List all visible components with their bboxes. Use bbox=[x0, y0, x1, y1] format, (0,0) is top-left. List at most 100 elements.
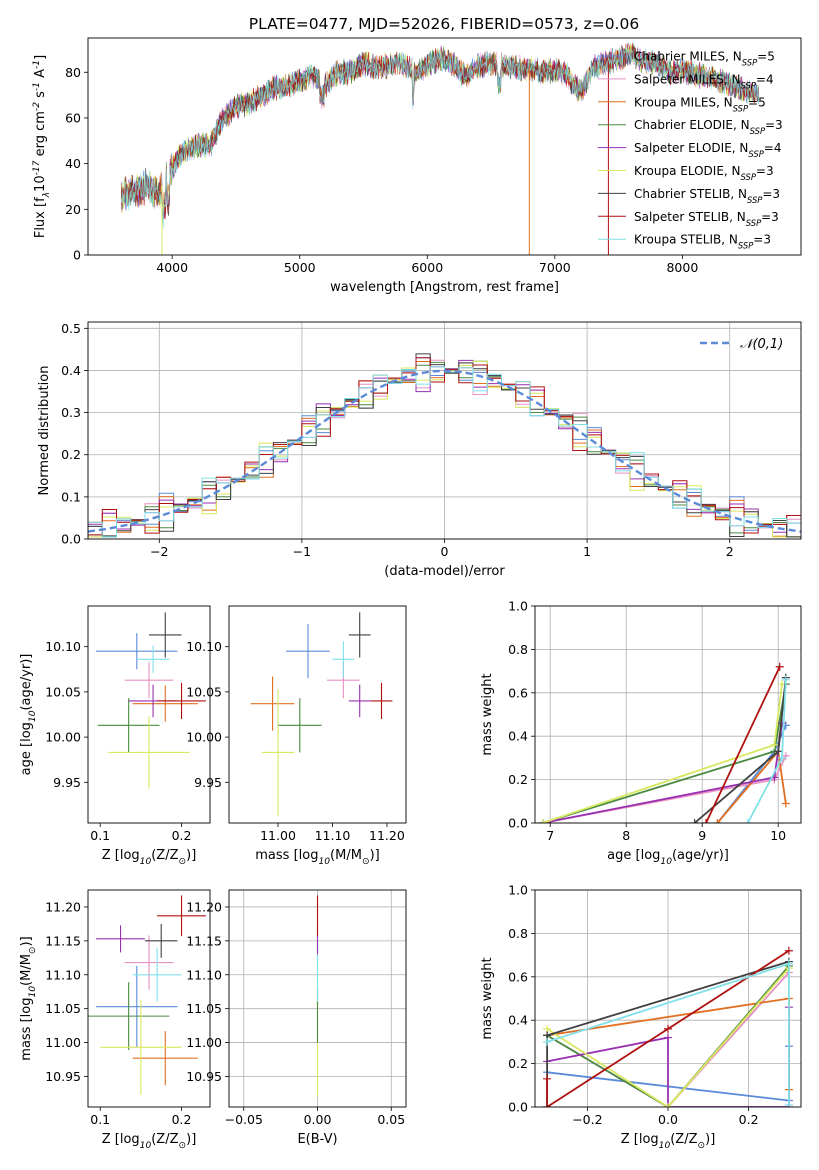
x-tick-label: 2 bbox=[726, 544, 734, 559]
errorbar-point-KM bbox=[132, 1031, 198, 1086]
weight-line-SS bbox=[705, 666, 781, 823]
plot-area bbox=[250, 612, 393, 816]
x-axis-label: (data-model)/error bbox=[384, 564, 505, 579]
x-tick-label: 0.0 bbox=[658, 1112, 678, 1127]
y-tick-label: 0.6 bbox=[508, 969, 528, 984]
y-tick-label: 60 bbox=[65, 110, 81, 125]
x-tick-label: 6000 bbox=[411, 260, 443, 275]
x-tick-label: 0.2 bbox=[739, 1112, 759, 1127]
errorbar-point-CE bbox=[278, 698, 322, 753]
y-tick-label: 10.95 bbox=[186, 1069, 222, 1084]
axes-frame bbox=[87, 605, 211, 824]
y-tick-label: 0.8 bbox=[508, 926, 528, 941]
weight-marker-KS bbox=[781, 675, 790, 684]
weight-marker-KE bbox=[538, 819, 547, 823]
x-tick-label: 4000 bbox=[156, 260, 188, 275]
y-tick-label: 11.00 bbox=[186, 1035, 222, 1050]
y-tick-label: 0.0 bbox=[61, 532, 81, 547]
y-tick-label: 0.5 bbox=[61, 321, 81, 336]
axes-frame bbox=[87, 889, 211, 1108]
x-tick-label: −1 bbox=[293, 544, 311, 559]
errorbar-point-SM bbox=[124, 935, 174, 990]
x-tick-label: 8 bbox=[622, 828, 630, 843]
y-tick-label: 10.05 bbox=[186, 684, 222, 699]
y-tick-label: 0.4 bbox=[508, 1013, 528, 1028]
errorbar-point-SM bbox=[124, 662, 174, 699]
y-tick-label: 0.3 bbox=[61, 405, 81, 420]
y-tick-label: 11.05 bbox=[45, 1001, 81, 1016]
x-tick-label: 11.10 bbox=[315, 828, 351, 843]
axes-spectrum: 4000 5000 6000 7000 8000 0 20 40 60 80 wavelength … bbox=[32, 37, 802, 295]
y-tick-label: 1.0 bbox=[508, 883, 528, 898]
x-tick-label: −0.2 bbox=[572, 1112, 602, 1127]
weight-marker-CS bbox=[774, 747, 783, 756]
x-axis-label: mass [log10(M/M⊙)] bbox=[255, 848, 379, 867]
x-tick-label: 11.20 bbox=[369, 828, 405, 843]
weight-line-SS bbox=[546, 950, 790, 1107]
x-tick-label: 0.00 bbox=[304, 1112, 332, 1127]
errorbar-point-KM bbox=[132, 685, 198, 722]
y-axis-label: Flux [fλ10-17 erg cm-2 s-1 A-1] bbox=[32, 55, 52, 238]
weight-marker-SS bbox=[702, 819, 710, 823]
axes-frame bbox=[87, 37, 802, 256]
errorbar-point-KM bbox=[250, 676, 295, 731]
weight-marker-SS bbox=[775, 662, 784, 671]
errorbar-point-CS bbox=[348, 612, 371, 658]
axes-mass_vs_ebv: −0.05 0.00 0.05 10.95 11.00 11.05 11.10 11.15 11… bbox=[186, 889, 407, 1147]
histogram-KS bbox=[88, 366, 801, 539]
axes-frame bbox=[228, 605, 407, 824]
y-axis-label: mass weight bbox=[480, 673, 495, 755]
y-tick-label: 11.15 bbox=[186, 933, 222, 948]
weight-line-KE bbox=[542, 683, 783, 823]
errorbar-point-CE bbox=[97, 698, 160, 753]
axes-massweight_vs_age: 7 8 9 10 0.0 0.2 0.4 0.6 0.8 1.0 age [log10(age/yr… bbox=[480, 599, 802, 867]
weight-marker-KE bbox=[770, 740, 779, 749]
y-tick-label: 11.10 bbox=[45, 967, 81, 982]
x-axis-label: age [log10(age/yr)] bbox=[607, 848, 729, 867]
weight-line-KE bbox=[546, 967, 790, 1107]
weight-line-SM bbox=[542, 755, 787, 823]
errorbar-point-KE bbox=[261, 689, 295, 816]
x-tick-label: 9 bbox=[698, 828, 706, 843]
weight-marker-KS bbox=[778, 753, 786, 762]
y-axis-label: age [log10(age/yr)] bbox=[19, 654, 38, 776]
weight-marker-SS bbox=[784, 946, 793, 955]
y-tick-label: 40 bbox=[65, 156, 81, 171]
y-tick-label: 0.2 bbox=[508, 772, 528, 787]
weight-marker-KE bbox=[664, 1103, 672, 1107]
errorbar-point-SS bbox=[370, 682, 393, 720]
errorbar-point-CS bbox=[144, 923, 178, 958]
axes-age_vs_Z: 0.1 0.2 9.95 10.00 10.05 10.10 Z [log10(Z/Z⊙)]… bbox=[19, 605, 211, 867]
errorbar-point-KS bbox=[332, 641, 355, 678]
errorbar-point-CE bbox=[88, 982, 170, 1051]
x-tick-label: −0.05 bbox=[225, 1112, 263, 1127]
errorbar-point-KE bbox=[108, 716, 190, 789]
weight-line-CE bbox=[546, 965, 790, 1107]
y-tick-label: 80 bbox=[65, 65, 81, 80]
x-tick-label: 0.2 bbox=[172, 1112, 192, 1127]
x-tick-label: 0.1 bbox=[90, 1112, 110, 1127]
y-axis-label: mass weight bbox=[480, 957, 495, 1039]
legend-entry-CS: Chabrier STELIB, NSSP=3 bbox=[634, 187, 780, 205]
plot-area bbox=[538, 662, 790, 823]
x-tick-label: 0.2 bbox=[172, 828, 192, 843]
axes-mass_vs_Z: 0.1 0.2 10.95 11.00 11.05 11.10 11.15 11.20 Z [l… bbox=[19, 889, 211, 1151]
legend-entry-CM: Chabrier MILES, NSSP=5 bbox=[634, 50, 775, 68]
weight-marker-SS bbox=[543, 1103, 552, 1107]
y-axis-label: mass [log10(M/M⊙)] bbox=[19, 936, 38, 1060]
x-tick-label: 10 bbox=[770, 828, 786, 843]
errorbar-point-CM bbox=[286, 624, 330, 679]
y-tick-label: 1.0 bbox=[508, 599, 528, 614]
figure-title: PLATE=0477, MJD=52026, FIBERID=0573, z=0… bbox=[249, 15, 639, 33]
weight-marker-SE bbox=[664, 1033, 672, 1042]
errorbar-point-SE bbox=[96, 925, 145, 953]
x-tick-label: 5000 bbox=[284, 260, 316, 275]
x-tick-label: 7 bbox=[546, 828, 554, 843]
weight-marker-KS bbox=[784, 959, 793, 968]
weight-marker-SS bbox=[664, 1024, 672, 1033]
errorbar-point-SE bbox=[348, 684, 371, 718]
x-axis-label: Z [log10(Z/Z⊙)] bbox=[621, 1132, 716, 1151]
y-tick-label: 11.20 bbox=[45, 899, 81, 914]
x-tick-label: 0.1 bbox=[90, 828, 110, 843]
